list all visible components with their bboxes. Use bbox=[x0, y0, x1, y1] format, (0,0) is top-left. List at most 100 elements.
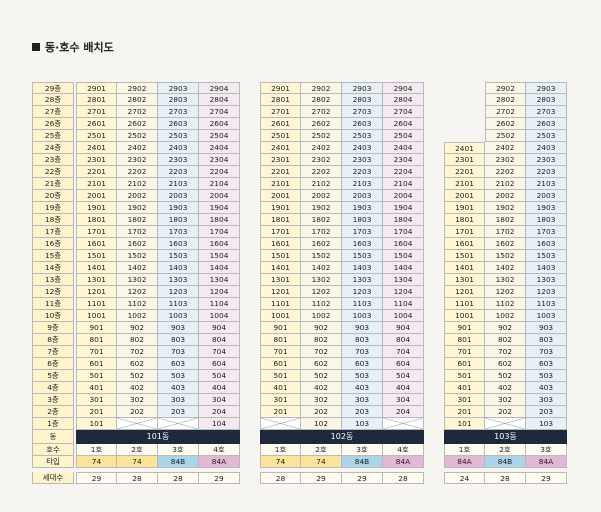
unit-cell[interactable]: 2401 bbox=[444, 142, 485, 154]
unit-cell[interactable]: 2902 bbox=[301, 82, 342, 94]
unit-cell[interactable]: 2702 bbox=[485, 106, 526, 118]
unit-cell[interactable]: 401 bbox=[76, 382, 117, 394]
unit-cell[interactable]: 1204 bbox=[199, 286, 240, 298]
unit-cell[interactable]: 2504 bbox=[199, 130, 240, 142]
unit-cell[interactable]: 1902 bbox=[485, 202, 526, 214]
unit-cell[interactable]: 1901 bbox=[444, 202, 485, 214]
unit-cell[interactable]: 1901 bbox=[260, 202, 301, 214]
unit-cell[interactable]: 2503 bbox=[342, 130, 383, 142]
unit-cell[interactable]: 1303 bbox=[158, 274, 199, 286]
unit-cell[interactable]: 301 bbox=[260, 394, 301, 406]
unit-cell[interactable]: 2304 bbox=[383, 154, 424, 166]
unit-cell[interactable]: 2403 bbox=[526, 142, 567, 154]
unit-cell[interactable]: 2703 bbox=[158, 106, 199, 118]
unit-cell[interactable]: 1802 bbox=[485, 214, 526, 226]
unit-cell[interactable]: 2303 bbox=[526, 154, 567, 166]
unit-cell[interactable]: 2101 bbox=[444, 178, 485, 190]
unit-cell[interactable]: 302 bbox=[117, 394, 158, 406]
unit-cell[interactable]: 2103 bbox=[342, 178, 383, 190]
unit-cell[interactable]: 1703 bbox=[342, 226, 383, 238]
unit-cell[interactable]: 1601 bbox=[76, 238, 117, 250]
unit-cell[interactable]: 604 bbox=[199, 358, 240, 370]
unit-cell[interactable]: 2003 bbox=[342, 190, 383, 202]
unit-cell[interactable]: 1704 bbox=[383, 226, 424, 238]
unit-cell[interactable]: 801 bbox=[444, 334, 485, 346]
unit-cell[interactable]: 1403 bbox=[158, 262, 199, 274]
unit-cell[interactable]: 1501 bbox=[260, 250, 301, 262]
unit-cell[interactable]: 1904 bbox=[199, 202, 240, 214]
unit-cell[interactable]: 501 bbox=[76, 370, 117, 382]
unit-cell[interactable]: 1604 bbox=[383, 238, 424, 250]
unit-cell[interactable]: 703 bbox=[158, 346, 199, 358]
unit-cell[interactable]: 2503 bbox=[526, 130, 567, 142]
unit-cell[interactable]: 1503 bbox=[526, 250, 567, 262]
unit-cell[interactable]: 1902 bbox=[301, 202, 342, 214]
unit-cell[interactable]: 2903 bbox=[158, 82, 199, 94]
unit-cell[interactable]: 1803 bbox=[158, 214, 199, 226]
unit-cell[interactable]: 1301 bbox=[260, 274, 301, 286]
unit-cell[interactable]: 2904 bbox=[383, 82, 424, 94]
unit-cell[interactable]: 2801 bbox=[260, 94, 301, 106]
unit-cell[interactable]: 1402 bbox=[117, 262, 158, 274]
unit-cell[interactable]: 801 bbox=[260, 334, 301, 346]
unit-cell[interactable]: 1803 bbox=[342, 214, 383, 226]
unit-cell[interactable]: 2302 bbox=[485, 154, 526, 166]
unit-cell[interactable]: 1702 bbox=[117, 226, 158, 238]
unit-cell[interactable]: 603 bbox=[342, 358, 383, 370]
unit-cell[interactable]: 2502 bbox=[301, 130, 342, 142]
unit-cell[interactable]: 501 bbox=[260, 370, 301, 382]
unit-cell[interactable]: 2801 bbox=[76, 94, 117, 106]
unit-cell[interactable]: 203 bbox=[158, 406, 199, 418]
unit-cell[interactable]: 2004 bbox=[199, 190, 240, 202]
unit-cell[interactable]: 1601 bbox=[260, 238, 301, 250]
unit-cell[interactable]: 1603 bbox=[526, 238, 567, 250]
unit-cell[interactable]: 102 bbox=[301, 418, 342, 430]
unit-cell[interactable]: 2003 bbox=[158, 190, 199, 202]
unit-cell[interactable]: 1602 bbox=[117, 238, 158, 250]
unit-cell[interactable]: 804 bbox=[383, 334, 424, 346]
unit-cell[interactable]: 1302 bbox=[117, 274, 158, 286]
unit-cell[interactable]: 702 bbox=[117, 346, 158, 358]
unit-cell[interactable]: 2302 bbox=[301, 154, 342, 166]
unit-cell[interactable]: 602 bbox=[485, 358, 526, 370]
unit-cell[interactable]: 802 bbox=[485, 334, 526, 346]
unit-cell[interactable]: 1101 bbox=[76, 298, 117, 310]
unit-cell[interactable]: 1202 bbox=[301, 286, 342, 298]
unit-cell[interactable]: 1602 bbox=[301, 238, 342, 250]
unit-cell[interactable]: 2104 bbox=[199, 178, 240, 190]
unit-cell[interactable]: 803 bbox=[342, 334, 383, 346]
unit-cell[interactable]: 1203 bbox=[158, 286, 199, 298]
unit-cell[interactable]: 2504 bbox=[383, 130, 424, 142]
unit-cell[interactable]: 1701 bbox=[260, 226, 301, 238]
unit-cell[interactable]: 901 bbox=[444, 322, 485, 334]
unit-cell[interactable]: 2404 bbox=[199, 142, 240, 154]
unit-cell[interactable]: 104 bbox=[199, 418, 240, 430]
unit-cell[interactable]: 901 bbox=[260, 322, 301, 334]
unit-cell[interactable]: 2302 bbox=[117, 154, 158, 166]
unit-cell[interactable]: 2703 bbox=[526, 106, 567, 118]
unit-cell[interactable]: 1203 bbox=[342, 286, 383, 298]
unit-cell[interactable]: 2204 bbox=[199, 166, 240, 178]
unit-cell[interactable]: 1703 bbox=[158, 226, 199, 238]
unit-cell[interactable]: 803 bbox=[526, 334, 567, 346]
unit-cell[interactable]: 1704 bbox=[199, 226, 240, 238]
unit-cell[interactable]: 1104 bbox=[383, 298, 424, 310]
unit-cell[interactable]: 2404 bbox=[383, 142, 424, 154]
unit-cell[interactable]: 101 bbox=[444, 418, 485, 430]
unit-cell[interactable]: 2502 bbox=[117, 130, 158, 142]
unit-cell[interactable]: 2501 bbox=[260, 130, 301, 142]
unit-cell[interactable]: 2601 bbox=[260, 118, 301, 130]
unit-cell[interactable]: 804 bbox=[199, 334, 240, 346]
unit-cell[interactable]: 1201 bbox=[260, 286, 301, 298]
unit-cell[interactable]: 2601 bbox=[76, 118, 117, 130]
unit-cell[interactable]: 2701 bbox=[260, 106, 301, 118]
unit-cell[interactable]: 1403 bbox=[526, 262, 567, 274]
unit-cell[interactable]: 502 bbox=[485, 370, 526, 382]
unit-cell[interactable]: 302 bbox=[301, 394, 342, 406]
unit-cell[interactable]: 204 bbox=[383, 406, 424, 418]
unit-cell[interactable]: 1504 bbox=[383, 250, 424, 262]
unit-cell[interactable]: 903 bbox=[342, 322, 383, 334]
unit-cell[interactable]: 2503 bbox=[158, 130, 199, 142]
unit-cell[interactable]: 403 bbox=[342, 382, 383, 394]
unit-cell[interactable]: 2202 bbox=[117, 166, 158, 178]
